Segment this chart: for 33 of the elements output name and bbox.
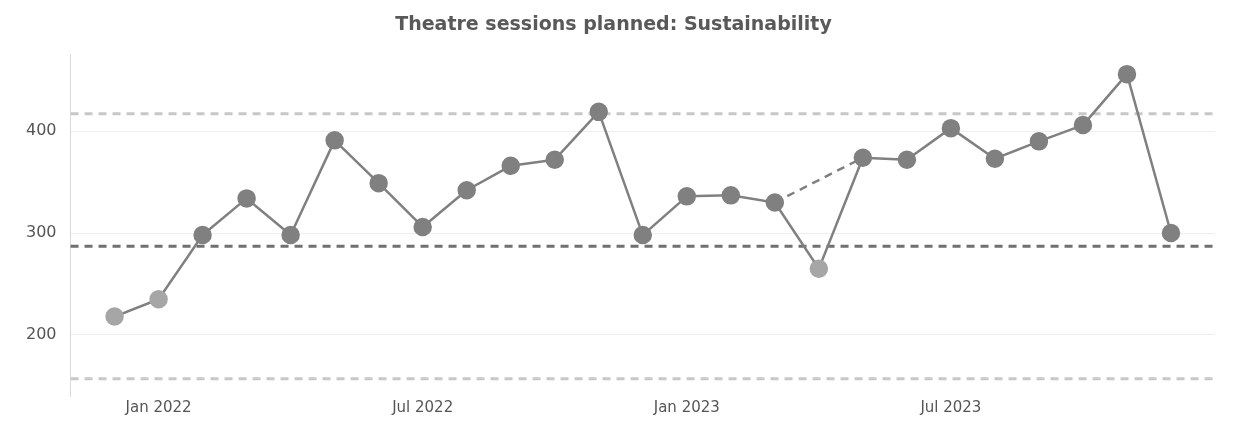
point	[941, 118, 961, 138]
point	[853, 148, 873, 167]
point	[1029, 132, 1049, 151]
point	[765, 193, 785, 212]
x-tick-label: Jul 2022	[391, 397, 454, 416]
point	[501, 156, 520, 176]
point	[281, 225, 300, 245]
x-tick-label: Jan 2023	[652, 397, 720, 416]
point	[325, 131, 344, 150]
point	[1117, 64, 1137, 84]
point	[369, 173, 388, 193]
point	[809, 259, 829, 278]
y-tick-label: 300	[25, 222, 57, 242]
point	[149, 289, 168, 309]
point	[193, 225, 212, 245]
point	[589, 102, 608, 122]
point	[1161, 223, 1181, 243]
point	[985, 149, 1005, 168]
point	[545, 150, 564, 169]
point	[413, 217, 432, 237]
x-tick-label: Jan 2022	[124, 397, 192, 416]
point	[1073, 115, 1093, 135]
point	[237, 189, 256, 208]
point	[105, 307, 124, 326]
x-tick-label: Jul 2023	[919, 397, 982, 416]
point	[677, 187, 697, 206]
point	[633, 225, 653, 245]
y-tick-label: 200	[25, 324, 57, 344]
chart-title: Theatre sessions planned: Sustainability	[395, 12, 833, 35]
point	[721, 186, 741, 205]
point	[897, 150, 917, 169]
point	[457, 181, 476, 200]
y-tick-label: 400	[25, 120, 57, 140]
